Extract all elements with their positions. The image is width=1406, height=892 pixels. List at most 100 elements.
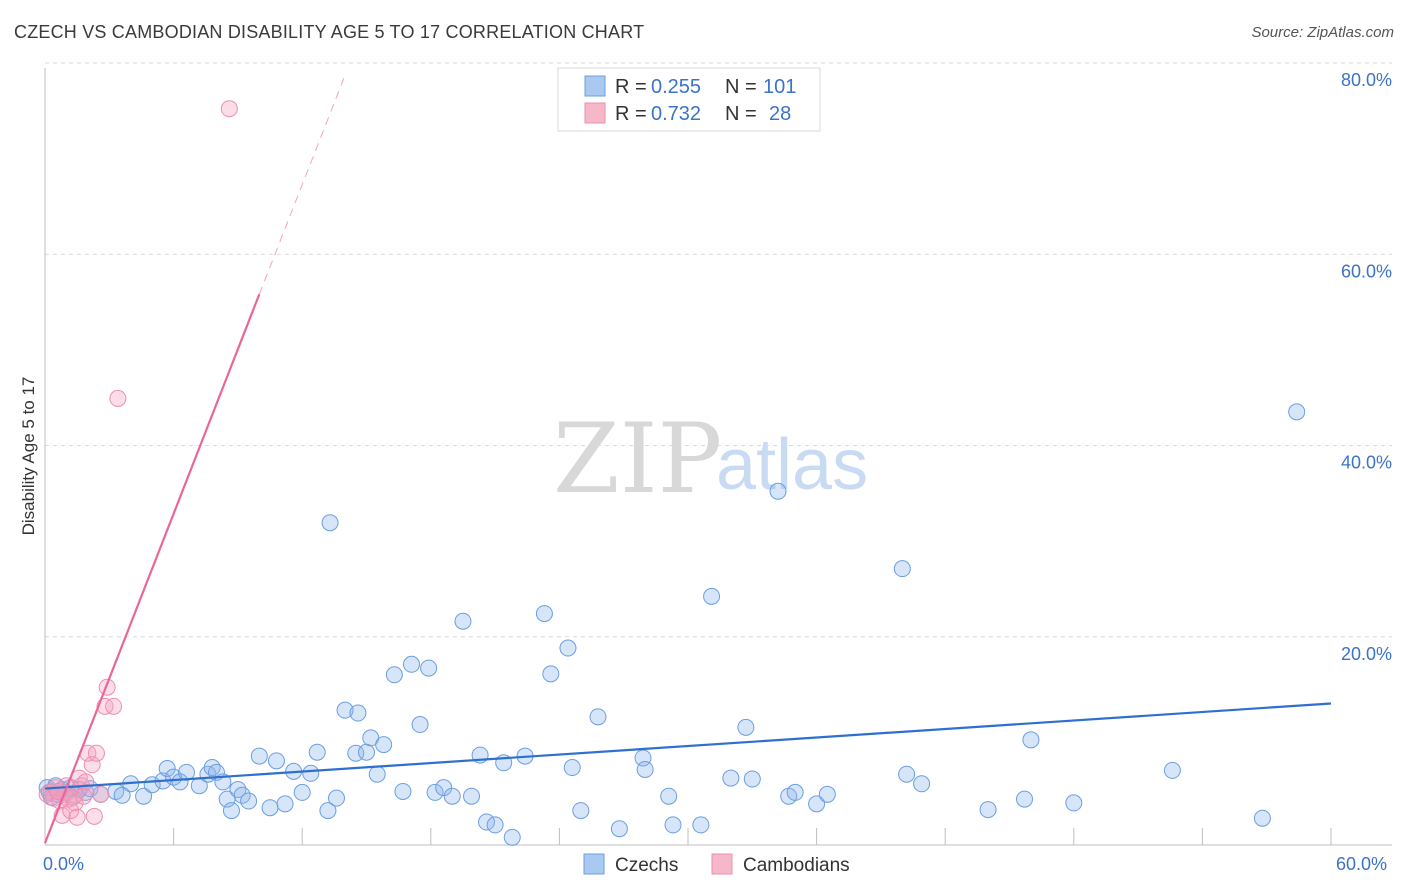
czech-point-67 [542,665,560,683]
cambodian-trend-line [43,293,261,844]
czech-point-35 [267,752,285,770]
czech-point-31 [233,786,251,804]
cambodian-trend-extension [258,75,346,295]
czech-point-94 [1253,809,1271,827]
cambodian-point-20 [85,807,103,825]
legend-n-label-cambodian: N = [725,103,757,125]
czech-point-95 [1288,403,1306,421]
y-tick-label-60: 60.0% [1341,261,1392,281]
watermark-zip: ZIP [553,403,722,515]
x-tick-label-max: 60.0% [1336,854,1387,874]
watermark-atlas: atlas [716,425,868,505]
czech-point-40 [308,743,326,761]
cambodian-point-11 [66,794,84,812]
czech-point-80 [737,718,755,736]
bottom-legend-label-czech: Czechs [615,855,678,876]
cambodian-point-12 [68,808,86,826]
legend-r-label-cambodian: R = [615,103,647,125]
czech-point-42 [327,789,345,807]
czech-point-29 [222,802,240,820]
x-tick-label-min: 0.0% [43,854,84,874]
czech-point-33 [250,747,268,765]
czech-point-90 [1016,790,1034,808]
cambodian-point-19 [87,744,105,762]
czech-point-96 [321,514,339,532]
czech-point-70 [572,802,590,820]
czech-point-97 [769,482,787,500]
czech-point-54 [420,659,438,677]
czech-point-91 [1022,731,1040,749]
cambodian-point-16 [77,773,95,791]
y-tick-label-40: 40.0% [1341,453,1392,473]
legend-box: R = 0.255 N = 101 R = 0.732 N = 28 [557,67,821,132]
czech-point-72 [610,820,628,838]
czech-point-56 [435,779,453,797]
legend-r-label-czech: R = [615,76,647,98]
czech-point-76 [664,816,682,834]
czech-point-14 [113,786,131,804]
czech-point-85 [818,785,836,803]
czech-point-66 [535,605,553,623]
czech-point-57 [443,787,461,805]
chart-title: CZECH VS CAMBODIAN DISABILITY AGE 5 TO 1… [14,22,645,42]
bottom-legend-swatch-cambodian [711,853,733,875]
legend-n-value-cambodian: 28 [769,103,791,125]
bottom-legend-swatch-czech [583,853,605,875]
czech-point-22 [177,763,195,781]
x-axis-ticks [44,828,1332,845]
czech-point-32 [240,792,258,810]
legend-r-value-cambodian: 0.732 [651,103,701,125]
czech-trend-line [44,702,1332,790]
bottom-legend-label-cambodian: Cambodians [743,855,850,876]
czech-point-46 [358,743,375,761]
czech-point-79 [722,769,740,787]
legend-swatch-cambodian [584,102,606,124]
cambodian-point-15 [75,787,93,805]
czech-point-69 [563,759,581,777]
source-label: Source: ZipAtlas.com [1251,24,1394,41]
czech-point-52 [403,655,421,673]
trend-lines [43,75,1332,844]
czech-point-92 [1065,794,1083,812]
czech-point-39 [302,764,320,782]
czech-point-74 [636,760,654,778]
czech-point-49 [375,736,393,754]
y-tick-label-80: 80.0% [1341,70,1392,90]
czech-point-51 [394,782,412,800]
czech-point-34 [261,799,279,817]
czech-point-58 [454,612,472,630]
legend-n-value-czech: 101 [763,76,796,98]
czech-point-38 [293,783,311,801]
czech-point-41 [319,802,337,820]
czech-point-84 [808,795,826,813]
y-axis-tick-labels: 20.0% 40.0% 60.0% 80.0% [1341,70,1392,664]
czech-point-53 [411,716,429,734]
czech-point-50 [385,666,403,684]
czech-point-88 [913,775,931,793]
czech-point-83 [786,783,804,801]
cambodian-point-26 [220,100,238,118]
czech-point-86 [893,560,911,578]
czech-point-78 [703,587,721,605]
bottom-legend: Czechs Cambodians [583,853,850,876]
czech-point-68 [559,639,577,657]
czech-point-43 [336,701,354,719]
cambodian-point-9 [62,802,80,820]
legend-n-label-czech: N = [725,76,757,98]
czech-point-55 [426,783,444,801]
czech-point-77 [692,816,710,834]
czech-point-59 [463,787,481,805]
czech-point-75 [660,787,678,805]
cambodian-point-25 [109,389,127,407]
czech-point-62 [486,816,504,834]
cambodian-point-21 [92,785,110,803]
czech-point-81 [743,770,761,788]
czech-point-45 [349,704,367,722]
cambodian-point-18 [83,756,101,774]
legend-r-value-czech: 0.255 [651,76,701,98]
czech-point-71 [589,708,607,726]
czech-point-48 [368,765,386,783]
czech-point-87 [898,765,916,783]
cambodian-point-24 [105,697,123,715]
